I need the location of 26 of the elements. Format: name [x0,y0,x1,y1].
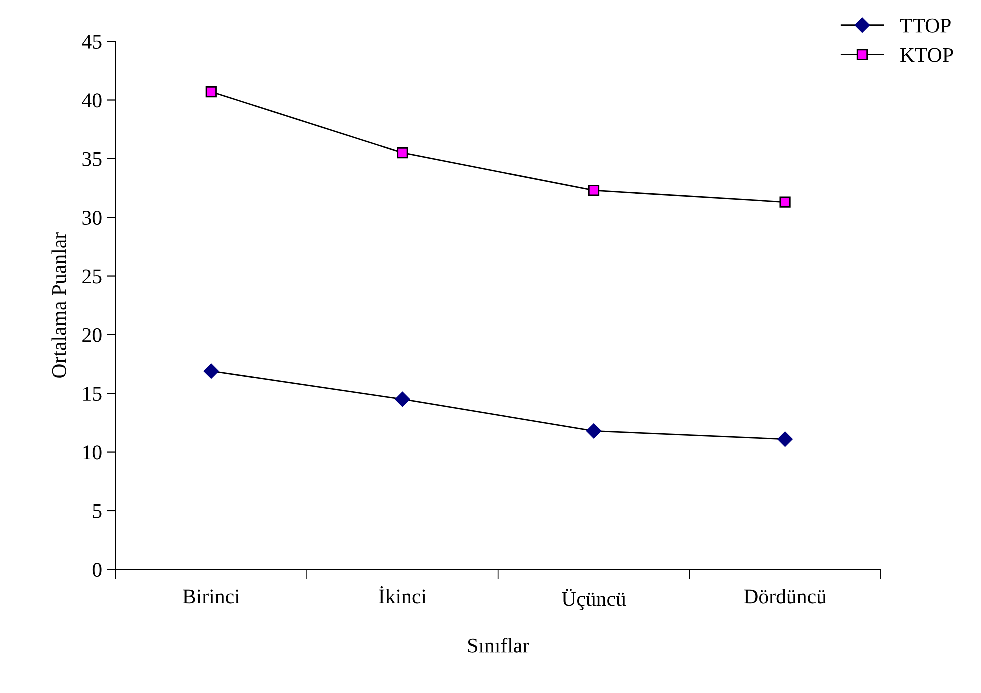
x-axis-title: Sınıflar [468,638,530,653]
y-tick-label: 35 [82,152,102,166]
legend-label: TTOP [900,18,951,33]
y-tick-label: 30 [82,210,102,226]
y-tick-label: 20 [82,328,102,342]
y-axis-title: Ortalama Puanlar [52,232,66,378]
y-tick-label: 0 [92,563,102,578]
point [780,196,791,208]
x-tick-label: Üçüncü [562,589,626,610]
x-tick-label: Birinci [183,590,240,604]
y-tick-label: 10 [84,446,102,460]
y-tick-label: 5 [93,504,102,518]
legend-label: KTOP [900,48,954,62]
point [395,392,410,408]
point [586,424,602,439]
y-tick-label: 45 [82,35,102,50]
point [397,148,408,159]
y-tick-label: 15 [84,387,102,402]
point [206,86,217,98]
x-tick-label: İkinci [379,586,427,604]
point [588,185,600,196]
y-tick-label: 40 [82,94,102,108]
point [204,364,219,379]
x-tick-label: Dördüncü [744,589,827,604]
y-tick-label: 25 [82,270,102,284]
point [778,432,793,447]
